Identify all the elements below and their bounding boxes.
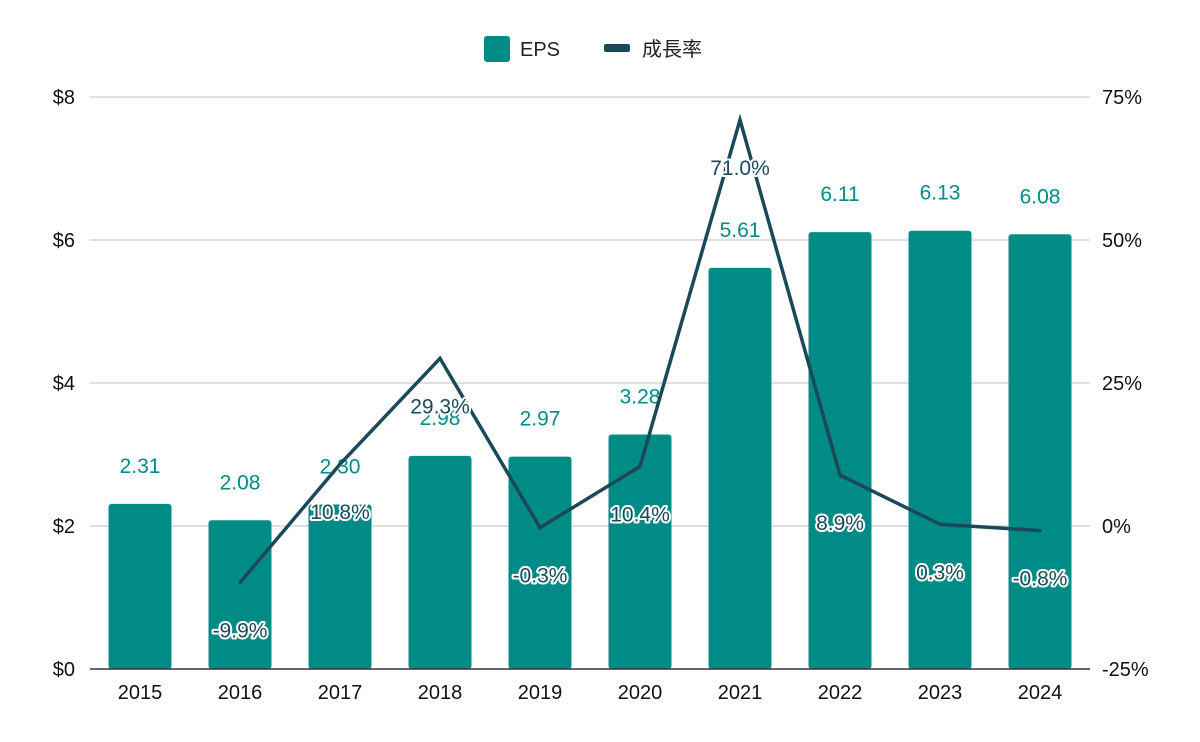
eps-data-label: 3.28: [620, 385, 661, 408]
x-axis-tick-label: 2021: [718, 682, 763, 704]
x-axis-tick-label: 2018: [418, 682, 463, 704]
x-axis-tick-label: 2019: [518, 682, 563, 704]
eps-data-label: 6.11: [820, 183, 859, 206]
eps-bar: [108, 503, 172, 669]
growth-data-label: 0.3%: [916, 561, 964, 584]
eps-bar: [508, 456, 572, 669]
legend-label-eps: EPS: [520, 39, 560, 61]
x-axis-tick-label: 2023: [918, 682, 963, 704]
eps-data-label: 2.98: [420, 407, 461, 430]
x-axis-tick-label: 2024: [1018, 682, 1063, 704]
growth-data-label: 29.3%: [410, 395, 470, 418]
growth-data-label: -0.8%: [1013, 568, 1068, 591]
growth-data-label: -0.3%: [513, 565, 568, 588]
growth-point: [238, 581, 242, 585]
x-axis-tick-label: 2022: [818, 682, 863, 704]
x-axis-tick-label: 2017: [318, 682, 363, 704]
eps-bar: [908, 230, 972, 669]
growth-point: [838, 473, 842, 477]
right-axis-tick-label: 25%: [1102, 373, 1142, 395]
eps-data-labels: 2.31 2.08 2.30 2.98 2.97 3.28 5.61 6.11 6.13 6.08: [120, 182, 1061, 495]
eps-bar: [808, 232, 872, 669]
growth-data-label: -9.9%: [213, 620, 268, 643]
x-axis-tick-label: 2015: [118, 682, 163, 704]
right-axis-tick-label: -25%: [1102, 659, 1149, 681]
left-axis: $0 $2 $4 $6 $8: [53, 87, 75, 681]
left-axis-tick-label: $0: [53, 659, 75, 681]
x-axis-tick-label: 2020: [618, 682, 663, 704]
legend-swatch-growth: [604, 44, 630, 52]
right-axis: -25% 0% 25% 50% 75%: [1102, 87, 1149, 681]
legend-swatch-eps: [484, 36, 510, 62]
growth-data-label: 10.8%: [310, 501, 370, 524]
growth-point: [738, 118, 742, 122]
eps-bar: [608, 434, 672, 669]
growth-point: [538, 526, 542, 530]
growth-data-label: 10.4%: [610, 504, 670, 527]
eps-data-label: 2.97: [520, 408, 561, 431]
growth-data-labels: -9.9% 10.8% 29.3% -0.3% 10.4% 71.0% 8.9% 0.3% -0…: [211, 155, 1070, 645]
growth-point: [638, 465, 642, 469]
right-axis-tick-label: 50%: [1102, 230, 1142, 252]
eps-data-label: 2.08: [220, 471, 261, 494]
left-axis-tick-label: $2: [53, 516, 75, 538]
eps-bar: [308, 504, 372, 669]
growth-line-series: [238, 113, 1042, 585]
legend-label-growth: 成長率: [642, 38, 702, 61]
eps-data-label: 5.61: [720, 219, 761, 242]
growth-point: [338, 462, 342, 466]
eps-data-label: 2.31: [120, 455, 161, 478]
right-axis-tick-label: 0%: [1102, 516, 1131, 538]
left-axis-tick-label: $4: [53, 373, 75, 395]
growth-data-label: 71.0%: [710, 157, 770, 180]
left-axis-tick-label: $6: [53, 230, 75, 252]
growth-data-label: 8.9%: [816, 512, 864, 535]
eps-data-label: 6.08: [1020, 185, 1061, 208]
growth-point: [1038, 529, 1042, 533]
left-axis-tick-label: $8: [53, 87, 75, 109]
legend: EPS 成長率: [484, 36, 702, 62]
x-axis: 2015 2016 2017 2018 2019 2020 2021 2022 2023 2024: [90, 668, 1090, 704]
growth-point: [938, 522, 942, 526]
eps-bar: [1008, 234, 1072, 669]
eps-bar: [408, 455, 472, 669]
eps-data-label: 6.13: [920, 182, 961, 205]
eps-bar: [708, 267, 772, 669]
right-axis-tick-label: 75%: [1102, 87, 1142, 109]
x-axis-tick-label: 2016: [218, 682, 263, 704]
growth-point: [438, 356, 442, 360]
eps-bars: [108, 230, 1072, 669]
eps-data-label: 2.30: [320, 456, 361, 479]
eps-bar: [208, 520, 272, 669]
